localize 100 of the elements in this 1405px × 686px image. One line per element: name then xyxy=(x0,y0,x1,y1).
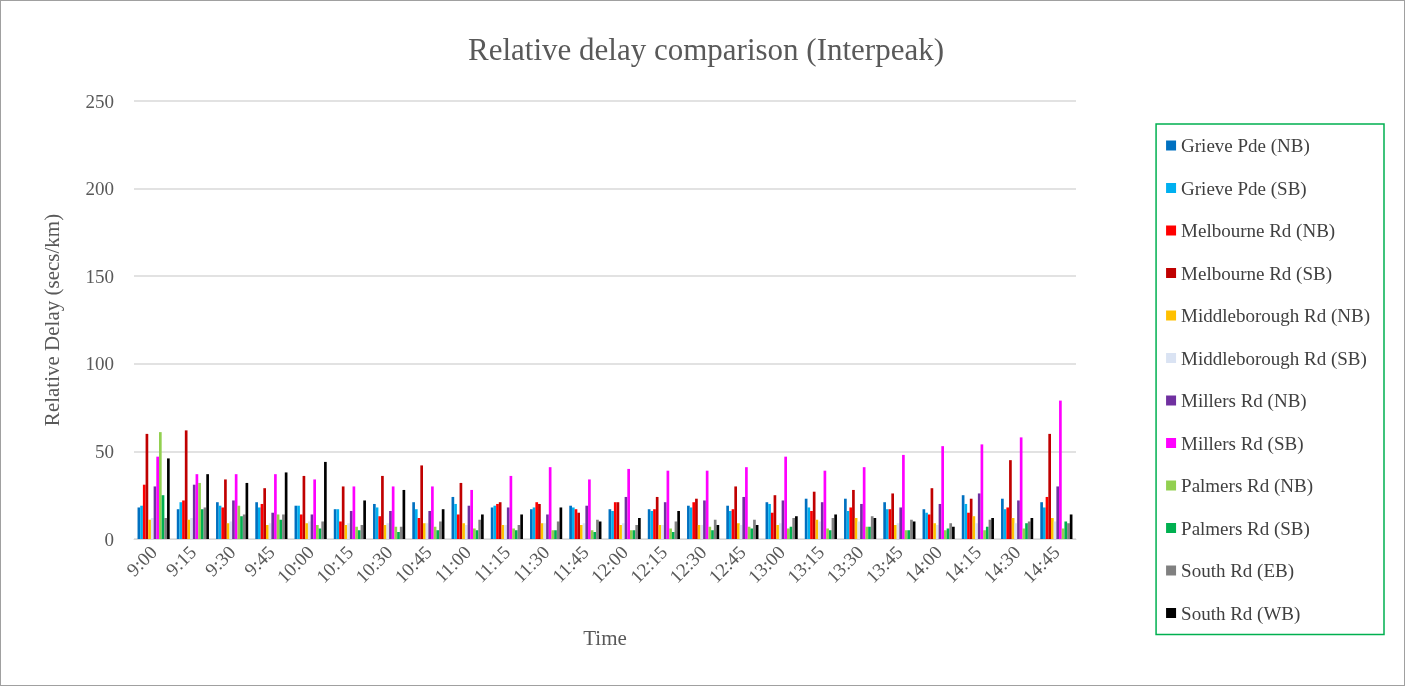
bar xyxy=(389,510,392,539)
bar xyxy=(1017,500,1020,539)
bar xyxy=(470,489,473,539)
y-axis-title: Relative Delay (secs/km) xyxy=(39,213,64,427)
bar xyxy=(198,482,201,539)
bar xyxy=(456,514,460,539)
bar xyxy=(1040,502,1043,539)
bar xyxy=(414,509,418,539)
bar xyxy=(206,474,209,539)
bar xyxy=(713,519,717,539)
legend-label: Grieve Pde (NB) xyxy=(1181,135,1310,157)
bar xyxy=(977,493,981,539)
y-tick-label: 250 xyxy=(85,90,114,112)
bar xyxy=(315,524,319,539)
bar xyxy=(394,526,398,539)
legend-label: South Rd (EB) xyxy=(1181,560,1295,582)
bar xyxy=(420,465,424,539)
bar xyxy=(313,479,316,539)
bar xyxy=(339,521,342,539)
bar xyxy=(263,488,267,539)
bar xyxy=(478,519,482,539)
bar xyxy=(156,456,159,539)
bar xyxy=(1056,486,1060,539)
bar xyxy=(784,456,787,539)
bar xyxy=(232,500,235,539)
bar xyxy=(695,498,698,539)
bar xyxy=(820,502,824,539)
bar xyxy=(556,521,560,539)
bar xyxy=(506,507,510,539)
bar xyxy=(663,502,667,539)
y-tick-label: 0 xyxy=(104,528,114,550)
bar xyxy=(635,524,639,539)
legend-label: Millers Rd (SB) xyxy=(1181,432,1304,455)
bar xyxy=(902,454,905,539)
bar xyxy=(703,500,706,539)
y-tick-label: 100 xyxy=(85,353,114,375)
legend-label: Millers Rd (NB) xyxy=(1181,390,1307,412)
bar xyxy=(588,479,591,539)
bar xyxy=(983,530,986,539)
bar xyxy=(439,521,442,539)
bar xyxy=(271,512,275,539)
bar xyxy=(883,502,886,539)
bar xyxy=(734,486,738,539)
bar xyxy=(655,496,659,539)
bar xyxy=(349,510,353,539)
bar xyxy=(397,531,400,539)
bar xyxy=(1059,400,1062,539)
bar xyxy=(1048,433,1052,539)
bar xyxy=(237,505,241,539)
bar xyxy=(692,502,696,539)
legend-label: Melbourne Rd (SB) xyxy=(1181,262,1332,285)
bar xyxy=(257,507,261,539)
bar xyxy=(436,530,440,539)
bar xyxy=(967,512,970,539)
bar xyxy=(355,526,358,539)
bar xyxy=(753,519,756,539)
bar xyxy=(167,458,170,539)
bar xyxy=(363,500,366,539)
legend-label: Grieve Pde (SB) xyxy=(1181,177,1307,200)
bar xyxy=(1009,460,1012,539)
bar xyxy=(745,467,748,539)
bar xyxy=(431,486,434,539)
bar xyxy=(412,502,415,539)
bar xyxy=(1042,507,1046,539)
x-tick-label: 9:30 xyxy=(200,541,240,581)
bar xyxy=(381,475,384,539)
bar xyxy=(964,503,968,539)
bar xyxy=(481,514,484,539)
y-tick-label: 50 xyxy=(95,440,114,462)
bar xyxy=(357,530,361,539)
bar xyxy=(399,526,403,539)
bar xyxy=(711,530,714,539)
bar xyxy=(1051,517,1054,539)
bar xyxy=(1014,523,1018,539)
bar xyxy=(1001,498,1004,539)
x-tick-label: 9:45 xyxy=(240,541,279,581)
bar xyxy=(324,461,327,539)
bar xyxy=(1022,528,1026,539)
legend-label: Palmers Rd (NB) xyxy=(1181,475,1313,497)
bar xyxy=(975,523,978,539)
bar xyxy=(969,498,973,539)
bar xyxy=(520,514,523,539)
bar xyxy=(860,503,863,539)
legend-label: Melbourne Rd (NB) xyxy=(1181,220,1336,242)
bar xyxy=(164,517,168,539)
bar xyxy=(891,493,895,539)
bar xyxy=(941,446,944,539)
bar xyxy=(546,514,549,539)
bar xyxy=(373,503,376,539)
bar xyxy=(812,491,816,539)
bar xyxy=(899,507,903,539)
bar xyxy=(834,514,837,539)
x-axis-title: Time xyxy=(583,625,627,650)
bar xyxy=(341,486,345,539)
bar xyxy=(627,468,630,539)
bar xyxy=(708,526,712,539)
bar xyxy=(282,514,285,539)
bar xyxy=(192,484,196,539)
x-tick-label: 9:15 xyxy=(161,541,201,581)
bar xyxy=(454,503,457,539)
